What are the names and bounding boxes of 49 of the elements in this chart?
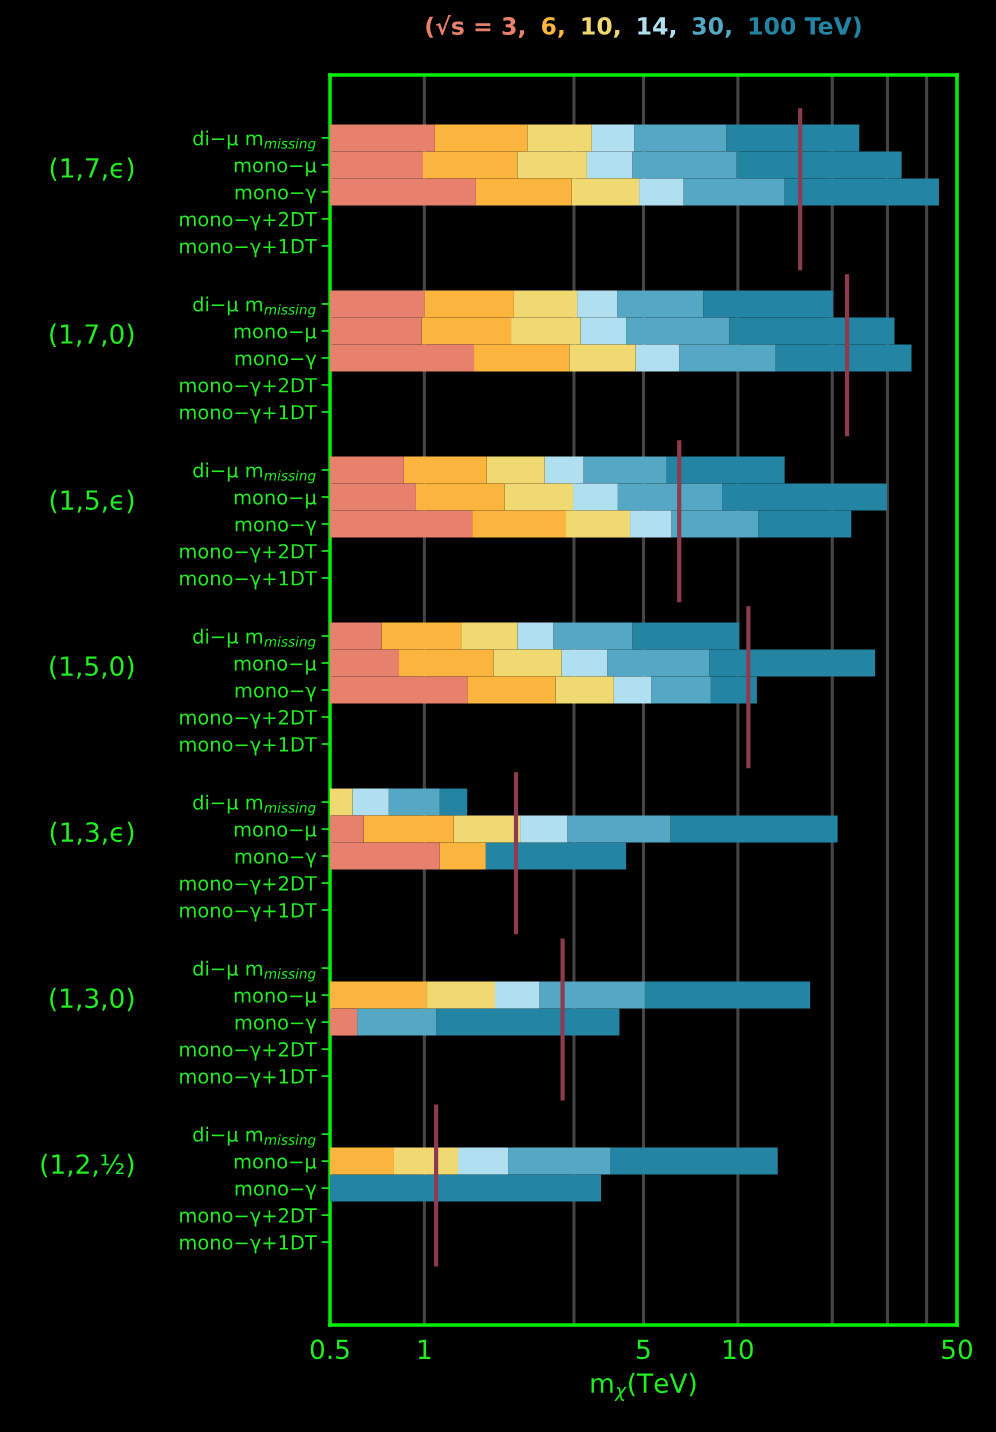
x-tick-label: 50: [942, 1339, 973, 1360]
y-tick-label: mono−γ+1DT: [180, 405, 317, 424]
x-tick-label: 0.5: [310, 1339, 349, 1360]
y-tick-label: mono−μ: [234, 825, 317, 841]
text: (1,7,0): [50, 323, 134, 348]
y-tick-label: mono−γ+1DT: [180, 1235, 317, 1254]
y-tick-label: mono−μ: [234, 493, 317, 509]
y-tick-label: mono−γ: [235, 188, 317, 204]
y-tick-label: mono−γ: [235, 520, 317, 536]
y-tick-label: mono−γ+1DT: [180, 239, 317, 258]
y-tick-label: mono−γ+2DT: [180, 377, 317, 397]
y-tick-label: mono−μ: [234, 991, 317, 1007]
chart-title: (√s = 3, 6, 10, 14, 30, 100 TeV): [426, 14, 861, 38]
y-tick-label: mono−γ+1DT: [180, 571, 317, 590]
y-tick-label: mono−γ: [235, 852, 317, 868]
text: (1,3,ϵ): [50, 821, 134, 846]
y-tick-label: mono−γ+2DT: [180, 1042, 317, 1061]
y-tick-label: di−μ m$_{missing}$: [193, 1126, 316, 1148]
y-tick-label: mono−γ+2DT: [180, 1208, 317, 1227]
y-tick-label: mono−μ: [234, 327, 317, 343]
y-tick-label: mono−μ: [234, 659, 317, 675]
y-tick-label: mono−μ: [234, 1157, 317, 1173]
x-tick-label: 5: [637, 1339, 650, 1360]
y-tick-label: mono−γ+1DT: [180, 1069, 317, 1088]
y-tick-label: di−μ m$_{missing}$: [193, 628, 316, 650]
y-tick-label: mono−μ: [234, 161, 317, 177]
y-tick-label: mono−γ: [235, 686, 317, 702]
text: (1,5,ϵ): [50, 489, 134, 514]
y-tick-label: di−μ m$_{missing}$: [193, 462, 316, 484]
x-axis-title: m$_{χ}$(TeV): [591, 1372, 696, 1401]
y-tick-label: mono−γ: [235, 1018, 317, 1034]
x-tick-label: 10: [723, 1339, 753, 1360]
y-tick-label: mono−γ: [235, 1184, 317, 1200]
text: (1,3,0): [50, 987, 134, 1012]
y-tick-label: mono−γ+2DT: [180, 876, 317, 895]
text: (1,2,½): [41, 1153, 134, 1178]
text: (1,5,0): [50, 655, 134, 680]
y-tick-label: di−μ m$_{missing}$: [193, 296, 316, 318]
y-tick-label: mono−γ+1DT: [180, 737, 317, 756]
y-tick-label: di−μ m$_{missing}$: [193, 130, 316, 152]
text: (1,7,ϵ): [50, 157, 134, 182]
y-tick-label: di−μ m$_{missing}$: [193, 794, 316, 816]
y-tick-label: mono−γ+2DT: [180, 211, 317, 231]
y-tick-label: mono−γ+2DT: [180, 709, 317, 729]
y-tick-label: di−μ m$_{missing}$: [193, 960, 316, 982]
y-tick-label: mono−γ: [235, 354, 317, 370]
x-tick-label: 1: [418, 1339, 431, 1359]
y-tick-label: mono−γ+1DT: [180, 903, 317, 922]
y-tick-label: mono−γ+2DT: [180, 543, 317, 563]
